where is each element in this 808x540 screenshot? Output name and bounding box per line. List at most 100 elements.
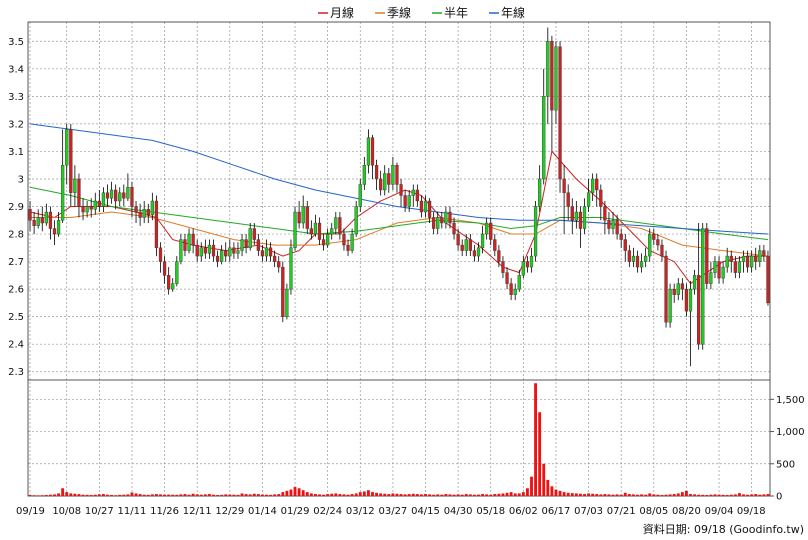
candle	[97, 189, 101, 213]
candle	[391, 156, 395, 190]
volume-bar	[142, 494, 146, 496]
candle-body	[330, 228, 334, 235]
candle	[326, 228, 330, 248]
candle	[517, 269, 521, 292]
volume-bar	[672, 494, 676, 496]
volume-bar	[89, 495, 93, 496]
candle-body	[697, 275, 701, 345]
volume-bar	[566, 492, 570, 496]
candle	[101, 187, 106, 213]
candle-body	[65, 129, 69, 166]
volume-bar	[578, 493, 582, 496]
candle	[595, 173, 599, 207]
candle	[77, 173, 81, 218]
volume-axis: 0 500 1,000 1,500	[770, 395, 805, 503]
volume-bar	[558, 490, 562, 496]
candle	[436, 212, 440, 235]
candle	[558, 41, 562, 193]
candle-body	[766, 255, 770, 304]
candle-body	[114, 189, 118, 202]
volume-bar	[701, 494, 705, 496]
price-tick-label: 3	[18, 174, 24, 185]
candle-body	[187, 233, 191, 251]
candle	[207, 239, 212, 259]
date-axis: 09/19 10/08 10/27 11/11 11/26 12/11 12/29 01/14…	[16, 506, 766, 517]
candle-body	[354, 206, 358, 235]
volume-bar	[419, 494, 423, 496]
candle	[562, 165, 566, 235]
candle-body	[578, 211, 583, 229]
candle-body	[40, 217, 44, 224]
candle-body	[142, 209, 146, 218]
volume-bar	[93, 494, 97, 496]
candle-body	[607, 220, 611, 229]
candle	[236, 242, 240, 259]
candle	[476, 242, 481, 262]
candle	[61, 129, 65, 224]
volume-bar	[326, 494, 330, 496]
candle-body	[138, 211, 142, 218]
volume-bar	[505, 492, 509, 496]
candle	[440, 212, 444, 229]
volume-bar	[562, 492, 566, 496]
volume-bar	[668, 494, 672, 496]
candle-body	[472, 250, 477, 257]
volume-bar	[318, 494, 321, 496]
candle	[684, 283, 689, 317]
candle	[570, 198, 574, 235]
candle-body	[171, 283, 175, 290]
date-tick-label: 06/02	[509, 506, 538, 517]
date-tick-label: 07/21	[607, 506, 636, 517]
candle	[680, 278, 684, 301]
candle-body	[754, 255, 758, 262]
candle-body	[228, 247, 232, 257]
volume-bar	[65, 492, 69, 496]
candle	[224, 242, 228, 262]
candle	[485, 217, 489, 240]
volume-bar	[248, 494, 252, 496]
volume-bar	[379, 493, 383, 496]
volume-bars	[28, 383, 770, 496]
candle-body	[289, 247, 293, 290]
volume-bar	[444, 494, 448, 496]
candle-body	[480, 233, 485, 249]
candle	[183, 234, 187, 257]
candle	[289, 239, 293, 295]
volume-bar	[354, 493, 358, 496]
candle	[745, 250, 750, 273]
candle	[187, 228, 191, 254]
volume-bar	[371, 492, 374, 496]
volume-bar	[766, 494, 770, 496]
volume-bar	[713, 494, 717, 496]
candle-body	[750, 255, 754, 268]
candle	[464, 234, 468, 257]
date-tick-label: 04/30	[444, 506, 473, 517]
volume-bar	[334, 493, 338, 496]
volume-bar	[97, 494, 101, 496]
candle	[281, 261, 285, 323]
price-tick-label: 3.5	[8, 37, 24, 48]
volume-bar	[415, 494, 419, 496]
candle	[114, 184, 118, 210]
volume-bar	[114, 495, 118, 496]
volume-bar	[395, 493, 399, 496]
candle	[330, 223, 334, 240]
candle	[713, 256, 717, 279]
volume-bar	[212, 494, 215, 496]
candle	[611, 212, 615, 235]
date-tick-label: 01/29	[281, 506, 310, 517]
candle	[644, 247, 648, 268]
volume-bar	[656, 494, 660, 496]
candle	[489, 217, 493, 246]
volume-bar	[538, 412, 542, 496]
candle	[215, 250, 220, 268]
candle	[639, 253, 644, 273]
volume-tick-label: 500	[776, 459, 795, 470]
candle-body	[28, 209, 32, 221]
candle	[615, 214, 619, 240]
candle-body	[725, 255, 729, 268]
candle	[240, 234, 244, 257]
volume-bar	[525, 488, 529, 496]
candle	[48, 206, 53, 240]
